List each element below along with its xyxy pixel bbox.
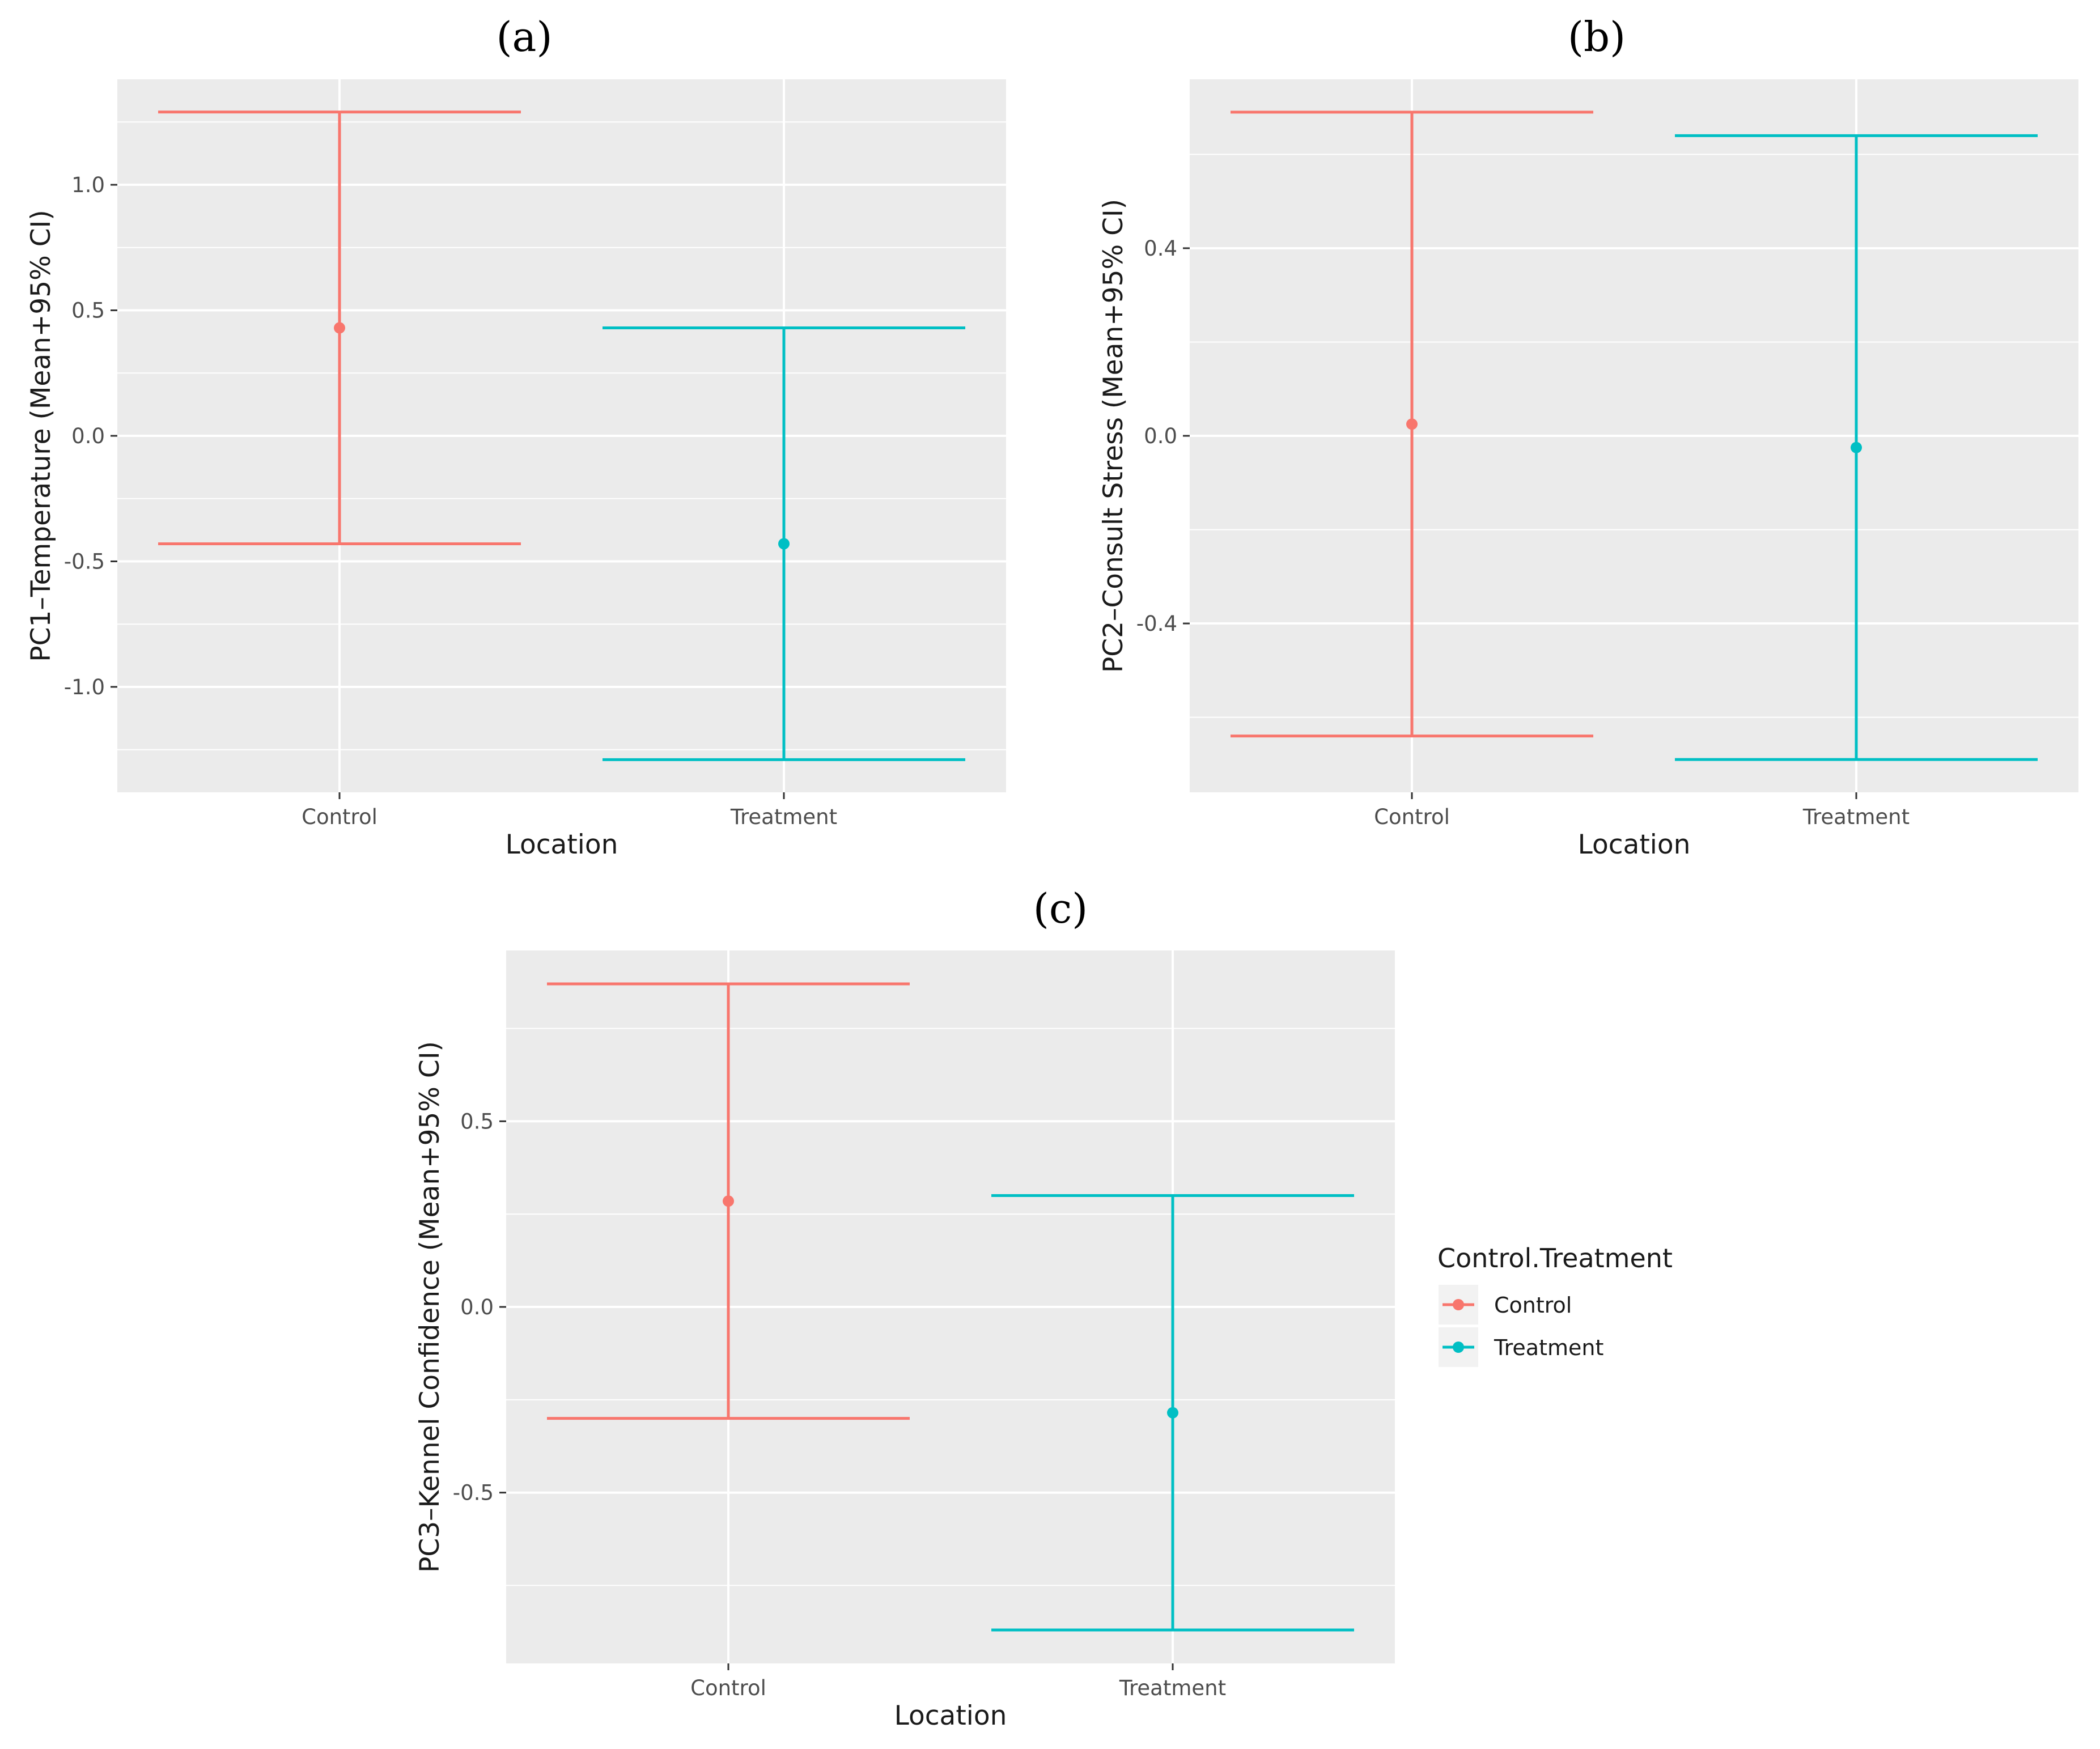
x-axis-title-a: Location [506, 829, 618, 860]
x-axis-title-c: Location [894, 1700, 1007, 1731]
chart-panel-b: (b) -0.4 0.0 0.4 Control Treatment Location… [1098, 13, 2078, 860]
y-tick-label: 0.4 [1144, 236, 1177, 261]
error-bars-c [547, 982, 1354, 1632]
x-ticks-b: Control Treatment [1374, 792, 1910, 829]
panel-tag-a: (a) [496, 13, 552, 61]
legend-point-control [1453, 1299, 1464, 1310]
y-tick-label: 0.5 [71, 299, 105, 323]
y-tick-label: -0.5 [453, 1481, 494, 1505]
mean-point-control [1406, 418, 1418, 430]
mean-point-control [723, 1195, 734, 1207]
x-tick-label: Treatment [1119, 1676, 1226, 1700]
legend-point-treatment [1453, 1342, 1464, 1353]
legend: Control.Treatment Control Treatment [1437, 1243, 1673, 1367]
x-tick-label: Treatment [730, 805, 837, 829]
chart-panel-c: (c) -0.5 0.0 0.5 Control Treatment Location… [414, 885, 1395, 1731]
y-ticks-c: -0.5 0.0 0.5 [453, 1109, 506, 1505]
x-tick-label: Control [690, 1676, 766, 1700]
legend-item-control: Control [1439, 1285, 1572, 1325]
gridlines-a [117, 79, 1006, 792]
legend-item-treatment: Treatment [1439, 1327, 1603, 1367]
mean-point-control [334, 322, 345, 334]
y-tick-label: -0.5 [64, 549, 105, 574]
x-ticks-a: Control Treatment [302, 792, 837, 829]
error-bars-b [1231, 111, 2038, 761]
gridlines-b [1190, 79, 2078, 792]
y-tick-label: -0.4 [1136, 612, 1177, 636]
panel-tag-b: (b) [1568, 13, 1626, 61]
y-axis-title-b: PC2–Consult Stress (Mean+95% CI) [1098, 199, 1129, 673]
legend-title: Control.Treatment [1437, 1243, 1673, 1273]
x-tick-label: Treatment [1802, 805, 1910, 829]
mean-point-treatment [1851, 442, 1862, 453]
mean-point-treatment [778, 538, 790, 550]
x-tick-label: Control [1374, 805, 1450, 829]
mean-point-treatment [1167, 1407, 1178, 1419]
y-tick-label: 0.5 [460, 1109, 494, 1134]
y-tick-label: 0.0 [1144, 424, 1177, 448]
y-tick-label: 0.0 [71, 424, 105, 448]
y-ticks-b: -0.4 0.0 0.4 [1136, 236, 1190, 636]
x-ticks-c: Control Treatment [690, 1663, 1226, 1700]
error-bars-a [158, 111, 965, 761]
y-axis-title-a: PC1–Temperature (Mean+95% CI) [26, 210, 57, 661]
y-tick-label: -1.0 [64, 675, 105, 699]
panel-tag-c: (c) [1033, 885, 1088, 932]
y-tick-label: 0.0 [460, 1295, 494, 1319]
x-tick-label: Control [302, 805, 377, 829]
x-axis-title-b: Location [1578, 829, 1691, 860]
legend-label-treatment: Treatment [1494, 1335, 1603, 1360]
legend-label-control: Control [1494, 1293, 1572, 1318]
y-tick-label: 1.0 [71, 173, 105, 197]
y-axis-title-c: PC3–Kennel Confidence (Mean+95% CI) [414, 1041, 446, 1573]
y-ticks-a: -1.0 -0.5 0.0 0.5 1.0 [64, 173, 117, 699]
chart-panel-a: (a) -1.0 -0.5 0.0 0.5 1.0 Control Treatment L… [26, 13, 1006, 860]
